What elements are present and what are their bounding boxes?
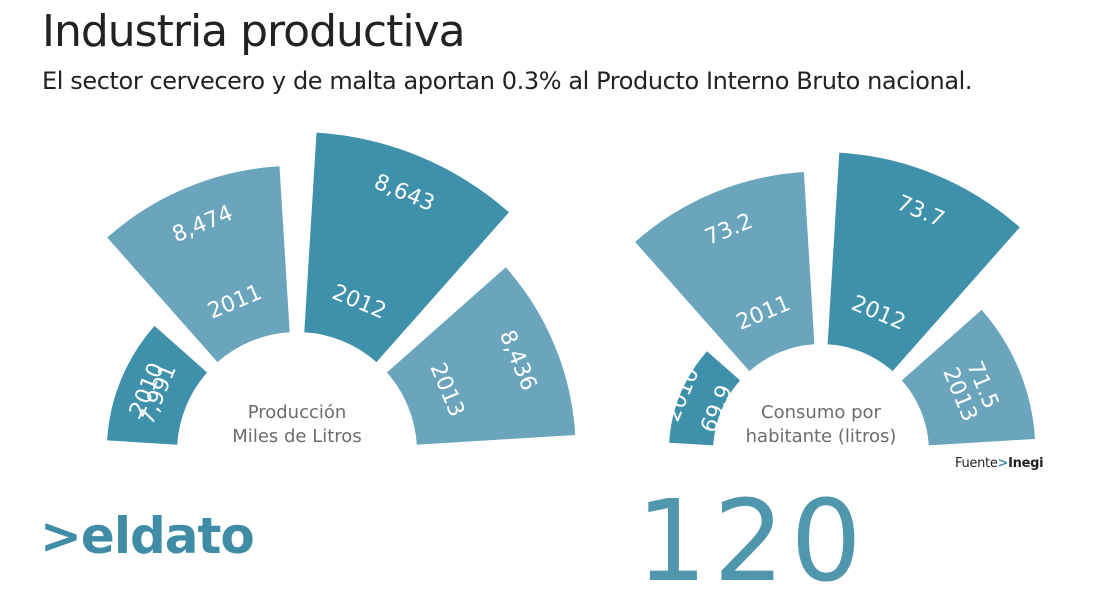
bar-2013	[386, 267, 576, 445]
chart-subtitle: El sector cervecero y de malta aportan 0…	[42, 67, 973, 95]
bar-2012	[304, 132, 509, 363]
brand-arrow-icon: >	[40, 507, 82, 565]
center-label-line: Consumo por	[761, 402, 881, 423]
big-number: 120	[636, 477, 868, 607]
center-label-line: habitante (litros)	[746, 426, 897, 447]
bar-2012	[827, 152, 1020, 372]
source-arrow-icon: >	[997, 456, 1009, 471]
center-label-line: Miles de Litros	[232, 426, 361, 447]
source-name: Inegi	[1008, 456, 1044, 471]
bar-2011	[107, 166, 290, 363]
source-prefix: Fuente	[955, 456, 998, 471]
brand-logo: >eldato	[40, 506, 255, 566]
bar-2013	[901, 309, 1035, 446]
source-note: Fuente>Inegi	[955, 456, 1044, 471]
bar-2010	[669, 351, 741, 446]
center-label-line: Producción	[248, 402, 347, 423]
chart-title: Industria productiva	[42, 6, 466, 57]
bar-2011	[635, 172, 815, 372]
consumption-chart: 201069.9201173.2201273.7201371.5Consumo …	[635, 152, 1035, 447]
bar-2010	[107, 325, 208, 445]
brand-name: eldato	[80, 507, 255, 565]
